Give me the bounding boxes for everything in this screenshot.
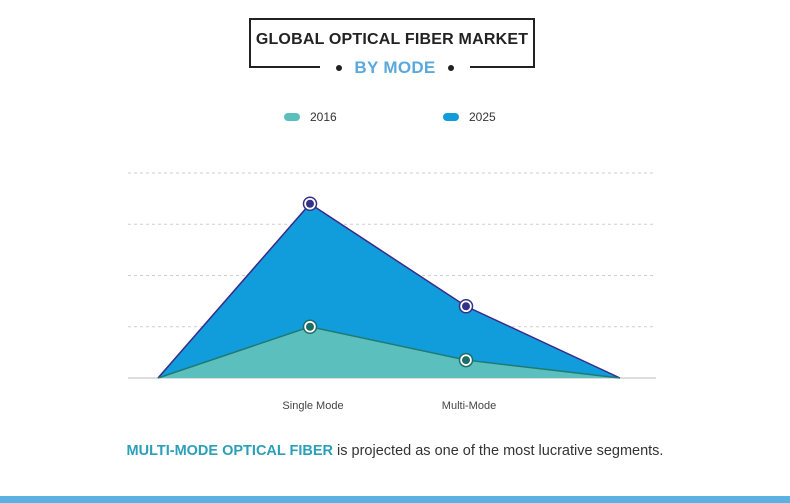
line-series-2016 — [157, 325, 621, 379]
chart-title: GLOBAL OPTICAL FIBER MARKET — [255, 31, 529, 48]
x-tick-label: Multi-Mode — [442, 400, 496, 412]
legend: 2016 2025 — [0, 110, 790, 128]
data-point-2025 — [306, 199, 314, 208]
legend-swatch-2016 — [284, 113, 300, 121]
footer-text: is projected as one of the most lucrativ… — [333, 443, 664, 459]
legend-label-2016: 2016 — [310, 110, 337, 124]
line-series-2025 — [157, 202, 621, 379]
bullet-left-icon — [336, 65, 343, 71]
x-tick-label: Single Mode — [282, 400, 343, 412]
chart-subtitle: BY MODE — [354, 58, 436, 77]
area-chart: Single Mode Multi-Mode — [128, 172, 656, 412]
area-series-2025 — [158, 203, 620, 378]
data-point-2016 — [306, 322, 314, 331]
footer-note: MULTI-MODE OPTICAL FIBER is projected as… — [0, 443, 790, 459]
legend-item-2025: 2025 — [443, 110, 496, 124]
footer-highlight: MULTI-MODE OPTICAL FIBER — [126, 443, 334, 459]
data-point-2025 — [462, 302, 470, 311]
bottom-accent-bar — [0, 496, 790, 503]
bullet-right-icon — [447, 65, 454, 71]
legend-label-2025: 2025 — [469, 110, 496, 124]
subtitle-row: BY MODE — [320, 56, 470, 80]
legend-item-2016: 2016 — [284, 110, 337, 124]
data-point-2016 — [462, 356, 470, 365]
legend-swatch-2025 — [443, 113, 459, 121]
